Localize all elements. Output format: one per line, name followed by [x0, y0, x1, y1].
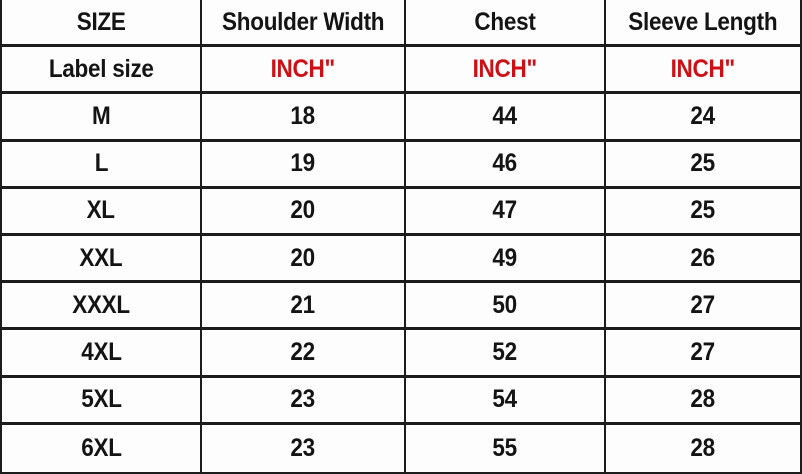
- sleeve-value-cell: 24: [606, 94, 800, 142]
- size-cell: XXL: [2, 236, 202, 284]
- size-label: L: [94, 149, 108, 178]
- shoulder-value-cell: 23: [202, 377, 406, 425]
- shoulder-value-cell: 23: [202, 424, 406, 472]
- size-label: 4XL: [80, 337, 122, 366]
- unit-text: INCH": [472, 54, 538, 83]
- size-cell: L: [2, 141, 202, 189]
- sleeve-value-cell: 25: [606, 189, 800, 236]
- sleeve-value-cell: 26: [606, 236, 800, 284]
- shoulder-value-cell: 21: [202, 283, 406, 331]
- shoulder-value-cell: 18: [202, 94, 406, 142]
- sleeve-value: 26: [690, 243, 716, 272]
- size-label: M: [91, 101, 111, 130]
- unit-cell-sleeve: INCH": [606, 47, 800, 95]
- header-cell-chest: Chest: [406, 0, 606, 48]
- header-label: SIZE: [76, 7, 126, 36]
- chest-value-cell: 52: [406, 330, 606, 378]
- header-cell-size: SIZE: [2, 0, 202, 48]
- size-cell: 6XL: [2, 424, 202, 472]
- sleeve-value: 25: [690, 149, 716, 178]
- chest-value: 55: [492, 433, 518, 462]
- shoulder-value: 20: [290, 243, 316, 272]
- unit-text: INCH": [670, 54, 736, 83]
- size-label: 6XL: [80, 433, 122, 462]
- shoulder-value: 23: [290, 433, 316, 462]
- shoulder-value: 22: [290, 337, 316, 366]
- header-label: Shoulder Width: [221, 7, 385, 36]
- sleeve-value: 27: [690, 337, 716, 366]
- sleeve-value: 24: [690, 101, 716, 130]
- chest-value-cell: 55: [406, 424, 606, 472]
- chest-value-cell: 44: [406, 94, 606, 142]
- shoulder-value: 23: [290, 385, 316, 414]
- size-cell: M: [2, 94, 202, 142]
- unit-text: INCH": [270, 54, 336, 83]
- chest-value-cell: 47: [406, 188, 606, 236]
- sleeve-value-cell: 28: [606, 378, 800, 425]
- shoulder-value-cell: 20: [202, 236, 406, 284]
- sleeve-value: 25: [690, 196, 716, 225]
- shoulder-value: 20: [290, 196, 316, 225]
- shoulder-value: 19: [290, 149, 316, 178]
- header-label: Chest: [474, 7, 536, 36]
- header-label: Sleeve Length: [628, 7, 778, 36]
- unit-cell-chest: INCH": [406, 47, 606, 95]
- chest-value: 46: [492, 149, 518, 178]
- size-label: 5XL: [80, 385, 122, 414]
- unit-row-label: Label size: [48, 54, 154, 83]
- size-label: XL: [86, 196, 116, 225]
- unit-cell-shoulder: INCH": [202, 47, 406, 95]
- shoulder-value-cell: 20: [202, 188, 406, 236]
- shoulder-value: 18: [290, 101, 316, 130]
- size-cell: XL: [2, 188, 202, 236]
- sleeve-value: 28: [690, 433, 716, 462]
- size-label: XXXL: [72, 290, 130, 319]
- chest-value: 54: [492, 385, 518, 414]
- size-cell: 4XL: [2, 330, 202, 378]
- chest-value: 44: [492, 101, 518, 130]
- chest-value: 47: [492, 196, 518, 225]
- chest-value-cell: 49: [406, 236, 606, 284]
- chest-value: 50: [492, 290, 518, 319]
- sleeve-value-cell: 28: [606, 425, 800, 472]
- sleeve-value-cell: 27: [606, 283, 800, 331]
- sleeve-value: 27: [690, 290, 716, 319]
- sleeve-value-cell: 25: [606, 142, 800, 189]
- sleeve-value: 28: [690, 385, 716, 414]
- sleeve-value-cell: 27: [606, 330, 800, 378]
- chest-value: 49: [492, 243, 518, 272]
- shoulder-value: 21: [290, 290, 316, 319]
- chest-value-cell: 46: [406, 141, 606, 189]
- header-cell-shoulder-width: Shoulder Width: [202, 0, 406, 48]
- header-cell-sleeve-length: Sleeve Length: [606, 0, 800, 48]
- unit-row-label-cell: Label size: [2, 47, 202, 95]
- size-cell: 5XL: [2, 377, 202, 425]
- shoulder-value-cell: 22: [202, 330, 406, 378]
- chest-value-cell: 54: [406, 377, 606, 425]
- chest-value: 52: [492, 337, 518, 366]
- shoulder-value-cell: 19: [202, 141, 406, 189]
- chest-value-cell: 50: [406, 283, 606, 331]
- size-label: XXL: [79, 243, 123, 272]
- size-cell: XXXL: [2, 283, 202, 331]
